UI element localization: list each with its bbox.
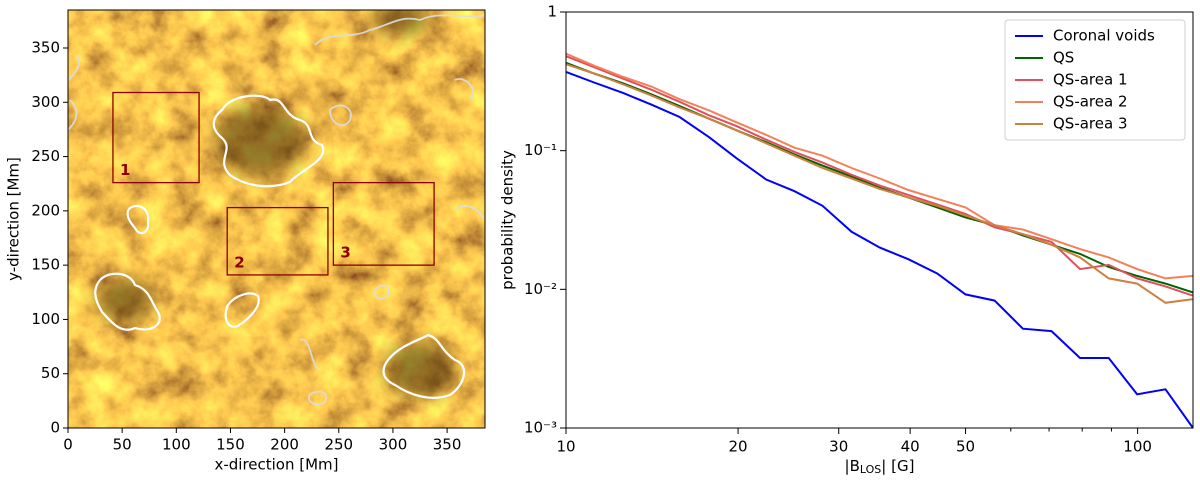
- x-tick-label: 50: [113, 436, 132, 454]
- legend-label: QS: [1053, 49, 1074, 67]
- series-line: [566, 55, 1193, 297]
- region-label: 2: [234, 253, 244, 271]
- region-box: [332, 181, 435, 266]
- y-tick-label: 150: [31, 256, 60, 274]
- legend-box: [1004, 19, 1186, 141]
- series-line: [566, 63, 1193, 304]
- y-tick-label: 300: [31, 93, 60, 111]
- axes-frame: [565, 11, 1194, 429]
- series-line: [566, 52, 1193, 280]
- x-tick-label: 20: [729, 438, 748, 456]
- y-tick-label: 10⁻³: [524, 419, 557, 437]
- legend-label: Coronal voids: [1053, 27, 1155, 45]
- y-tick-label: 10⁻²: [524, 280, 557, 298]
- legend-label: QS-area 1: [1053, 71, 1128, 89]
- x-tick-label: 200: [270, 436, 299, 454]
- x-tick-label: 300: [379, 436, 408, 454]
- legend-label: QS-area 3: [1053, 115, 1128, 133]
- y-tick-label: 0: [50, 419, 60, 437]
- x-axis-label-part: LOS: [860, 463, 881, 476]
- y-tick-label: 10⁻¹: [524, 141, 557, 159]
- legend-label: QS-area 2: [1053, 93, 1128, 111]
- region-label: 1: [120, 161, 130, 179]
- y-tick-label: 250: [31, 147, 60, 165]
- y-tick-label: 50: [41, 364, 60, 382]
- x-tick-label: 350: [433, 436, 462, 454]
- x-axis-label: |BLOS| [G]: [845, 457, 915, 477]
- x-tick-label: 150: [216, 436, 245, 454]
- solar-image: [68, 10, 485, 428]
- x-axis-label: x-direction [Mm]: [214, 456, 338, 474]
- axes-frame: [67, 9, 486, 429]
- region-box: [112, 91, 200, 184]
- region-label: 3: [340, 244, 350, 262]
- region-box: [226, 206, 329, 276]
- x-axis-label-part: | [G]: [881, 457, 914, 475]
- x-tick-label: 100: [162, 436, 191, 454]
- x-tick-label: 30: [829, 438, 848, 456]
- y-tick-label: 200: [31, 201, 60, 219]
- y-tick-label: 1: [547, 3, 557, 21]
- y-axis-label: probability density: [499, 150, 517, 290]
- series-line: [566, 61, 1193, 294]
- y-axis-label: y-direction [Mm]: [5, 157, 23, 281]
- x-tick-label: 0: [63, 436, 73, 454]
- x-tick-label: 10: [556, 438, 575, 456]
- x-tick-label: 250: [324, 436, 353, 454]
- x-tick-label: 100: [1123, 438, 1152, 456]
- y-tick-label: 100: [31, 310, 60, 328]
- x-tick-label: 50: [956, 438, 975, 456]
- y-tick-label: 350: [31, 39, 60, 57]
- series-line: [566, 70, 1193, 428]
- x-tick-label: 40: [901, 438, 920, 456]
- x-axis-label-part: |B: [845, 457, 860, 475]
